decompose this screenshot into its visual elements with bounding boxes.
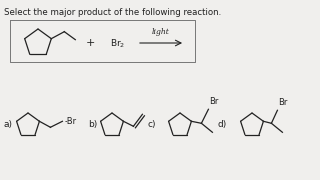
Text: light: light — [152, 28, 170, 36]
Text: Br: Br — [209, 97, 219, 106]
Text: a): a) — [4, 120, 13, 129]
Text: -Br: -Br — [64, 117, 76, 126]
Text: b): b) — [88, 120, 97, 129]
Text: Br$_2$: Br$_2$ — [110, 38, 126, 50]
Text: c): c) — [148, 120, 156, 129]
Text: d): d) — [218, 120, 227, 129]
Text: Br: Br — [278, 98, 288, 107]
Text: Select the major product of the following reaction.: Select the major product of the followin… — [4, 8, 221, 17]
Text: +: + — [85, 38, 95, 48]
